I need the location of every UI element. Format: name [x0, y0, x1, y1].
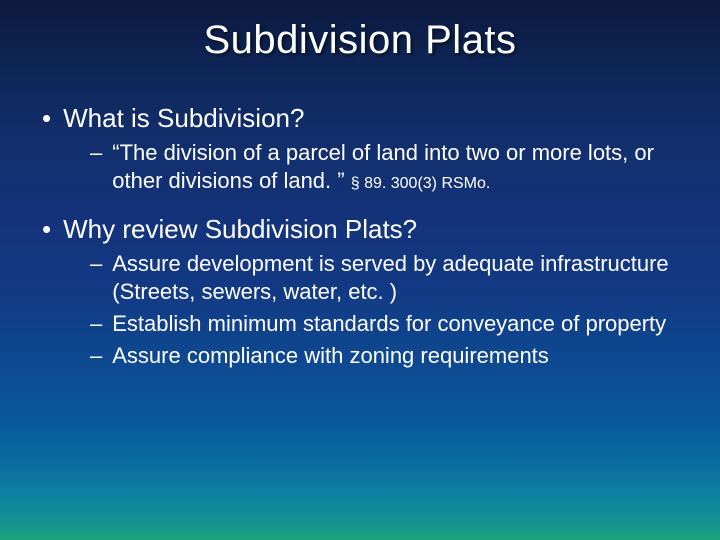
bullet-level2: – Establish minimum standards for convey… [42, 310, 684, 338]
bullet-level1: • What is Subdivision? [42, 101, 684, 135]
slide: Subdivision Plats • What is Subdivision?… [0, 0, 720, 540]
bullet-text: “The division of a parcel of land into t… [112, 139, 684, 198]
bullet-text: What is Subdivision? [63, 101, 304, 135]
bullet-level2: – Assure development is served by adequa… [42, 250, 684, 306]
slide-content: • What is Subdivision? – “The division o… [36, 101, 684, 370]
bullet-icon: • [42, 212, 51, 246]
dash-icon: – [90, 139, 102, 167]
bullet-level2: – “The division of a parcel of land into… [42, 139, 684, 198]
dash-icon: – [90, 310, 102, 338]
dash-icon: – [90, 342, 102, 370]
bullet-text: Assure development is served by adequate… [112, 250, 684, 306]
bullet-text: Assure compliance with zoning requiremen… [112, 342, 549, 370]
citation: § 89. 300(3) RSMo. [351, 175, 491, 192]
bullet-text: Establish minimum standards for conveyan… [112, 310, 666, 338]
bullet-text: Why review Subdivision Plats? [63, 212, 417, 246]
spacer [42, 202, 684, 212]
bullet-level1: • Why review Subdivision Plats? [42, 212, 684, 246]
bullet-level2: – Assure compliance with zoning requirem… [42, 342, 684, 370]
slide-title: Subdivision Plats [36, 18, 684, 63]
dash-icon: – [90, 250, 102, 278]
bullet-icon: • [42, 101, 51, 135]
